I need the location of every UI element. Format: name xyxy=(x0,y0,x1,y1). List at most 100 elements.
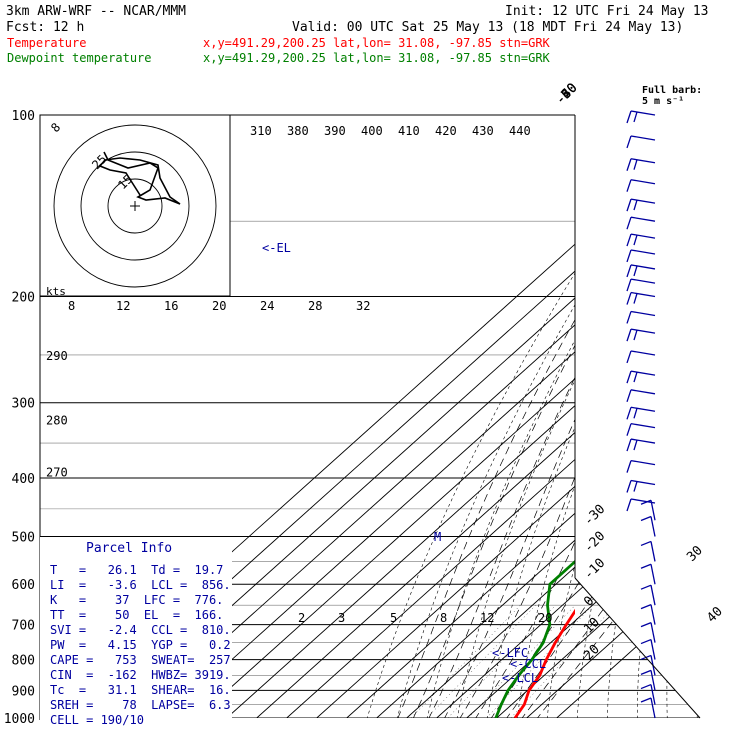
wind-barb xyxy=(626,438,656,452)
isotherm xyxy=(256,115,700,718)
moist-adiabat xyxy=(497,296,700,718)
isotherm-label: -40 xyxy=(553,81,580,108)
isotherm xyxy=(346,115,700,718)
dry-adiabat xyxy=(695,115,700,718)
mixing-ratio-label: 5 xyxy=(390,611,397,625)
moist-adiabat xyxy=(422,296,618,718)
parcel-row-cin: CIN = -162 HWBZ= 3919. xyxy=(50,668,231,682)
hodograph-ring xyxy=(53,124,217,288)
wind-barb xyxy=(626,216,656,230)
isotherm-label: 30 xyxy=(684,543,706,565)
wind-barb xyxy=(640,669,656,691)
dewpoint-trace xyxy=(494,559,575,718)
theta-label: 410 xyxy=(398,124,420,138)
hodograph-origin xyxy=(130,201,140,211)
wind-barb xyxy=(626,291,656,305)
hodograph-scale-label: kts xyxy=(46,285,66,298)
wind-barb xyxy=(640,563,656,585)
pressure-tick-label: 500 xyxy=(12,530,35,545)
lcl-marker: <-LCL xyxy=(502,671,538,685)
wind-barb xyxy=(640,638,656,660)
parcel-row-li: LI = -3.6 LCL = 856. xyxy=(50,578,231,592)
isotherm-label: 40 xyxy=(704,604,726,626)
wind-barb xyxy=(626,264,656,278)
wind-barb xyxy=(626,328,656,342)
hodograph-speed-label: 8 xyxy=(68,299,75,313)
dry-adiabat xyxy=(484,115,700,718)
wind-barb xyxy=(626,110,656,124)
parcel-info-title: Parcel Info xyxy=(86,541,172,556)
mixing-ratio-line xyxy=(447,605,556,718)
valid-time: Valid: 00 UTC Sat 25 May 13 (18 MDT Fri … xyxy=(292,20,683,35)
dry-adiabat xyxy=(424,115,700,718)
moist-adiabat xyxy=(407,296,602,718)
temperature-trace xyxy=(513,608,575,718)
parcel-row-tc: Tc = 31.1 SHEAR= 16. xyxy=(50,683,231,697)
wind-barb xyxy=(626,370,656,384)
parcel-row-pw: PW = 4.15 YGP = 0.2 xyxy=(50,638,231,652)
hodograph-speed-label: 16 xyxy=(164,299,178,313)
wind-barb xyxy=(626,233,656,247)
isotherm xyxy=(466,115,700,718)
lfc-marker: <-LFC xyxy=(492,646,528,660)
pressure-tick-label: 900 xyxy=(12,684,35,699)
wind-barb xyxy=(626,479,656,493)
moist-adiabat xyxy=(512,296,700,718)
pressure-tick-label: 800 xyxy=(12,654,35,669)
moist-adiabat xyxy=(437,296,635,718)
hodograph-speed-label: 24 xyxy=(260,299,274,313)
isotherm xyxy=(286,115,700,718)
pressure-tick-label: 1000 xyxy=(4,712,35,727)
parcel-info-box: Parcel Info T = 26.1 Td = 19.7 LI = -3.6… xyxy=(40,537,232,733)
pressure-tick-label: 200 xyxy=(12,291,35,306)
wind-barb xyxy=(626,350,656,364)
wind-barb xyxy=(640,584,656,606)
isotherm-label: 10 xyxy=(581,615,603,637)
dry-adiabat xyxy=(724,102,740,731)
mixing-ratio-line xyxy=(468,605,576,718)
wind-barb xyxy=(640,622,656,643)
isotherm-label: -30 xyxy=(581,502,608,529)
theta-label: 420 xyxy=(435,124,457,138)
wind-barb xyxy=(640,683,656,705)
theta-label: 440 xyxy=(509,124,531,138)
theta-label: 430 xyxy=(472,124,494,138)
isotherm xyxy=(496,115,700,718)
isotherm xyxy=(226,115,700,718)
mixing-ratio-label: 2 xyxy=(298,611,305,625)
dry-adiabat xyxy=(666,115,700,718)
pressure-tick-label: 300 xyxy=(12,397,35,412)
theta-label: 290 xyxy=(46,349,68,363)
theta-label: 400 xyxy=(361,124,383,138)
barb-legend-unit: 5 m s⁻¹ xyxy=(642,96,684,107)
wind-barb xyxy=(626,278,656,292)
wind-barb xyxy=(640,515,656,537)
dry-adiabat xyxy=(363,115,688,718)
isotherm xyxy=(526,115,700,718)
hodograph-ring xyxy=(107,178,163,234)
temperature-location: x,y=491.29,200.25 lat,lon= 31.08, -97.85… xyxy=(203,36,551,50)
wind-barb xyxy=(640,540,656,562)
isotherm-label: 0 xyxy=(581,594,597,610)
hodograph-speed-label: 32 xyxy=(356,299,370,313)
wind-barb xyxy=(626,198,656,212)
mixing-ratio-label: 20 xyxy=(538,611,552,625)
wind-barb xyxy=(626,310,656,324)
profile-traces xyxy=(494,559,575,718)
dewpoint-location: x,y=491.29,200.25 lat,lon= 31.08, -97.85… xyxy=(203,51,551,65)
dry-adiabat xyxy=(606,115,700,718)
mixing-ratio-line xyxy=(510,605,616,718)
wind-barb xyxy=(640,697,656,719)
dry-adiabat xyxy=(636,115,700,718)
isotherm xyxy=(376,115,700,718)
init-time: Init: 12 UTC Fri 24 May 13 xyxy=(505,4,709,19)
parcel-row-svi: SVI = -2.4 CCL = 810. xyxy=(50,623,231,637)
el-marker: <-EL xyxy=(262,241,291,255)
dewpoint-legend: Dewpoint temperature xyxy=(7,51,152,65)
isotherm-label: 20 xyxy=(581,642,603,664)
theta-label: 380 xyxy=(287,124,309,138)
wind-barb xyxy=(626,135,656,149)
moist-adiabat xyxy=(527,296,700,718)
barb-legend-title: Full barb: xyxy=(642,85,702,96)
